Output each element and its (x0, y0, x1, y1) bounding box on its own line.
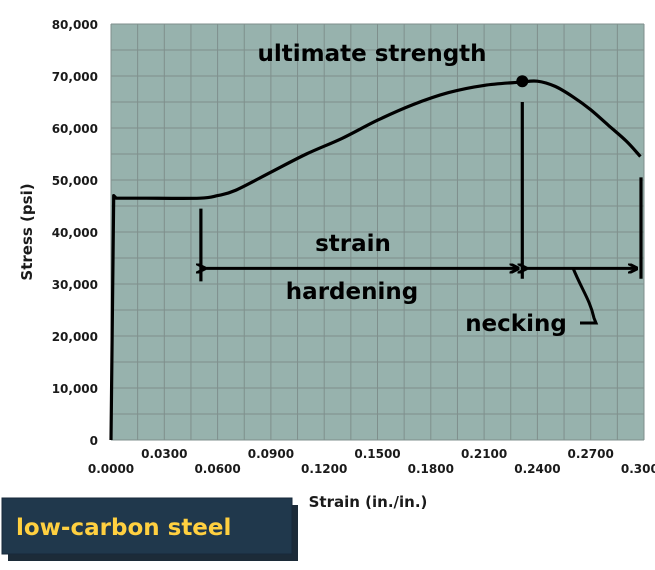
badge-panel (1, 497, 293, 555)
y-tick-label: 70,000 (52, 70, 98, 84)
annotation-hardening: hardening (286, 279, 418, 305)
x-axis-label: Strain (in./in.) (309, 493, 428, 511)
annotation-necking: necking (465, 311, 567, 337)
annotation-strain: strain (315, 231, 391, 257)
x-tick-label: 0.0000 (88, 462, 134, 476)
material-badge: low-carbon steel (1, 497, 298, 561)
stress-strain-curve (109, 79, 642, 441)
y-tick-labels: 0 10,000 20,000 30,000 40,000 50,000 60,000 70,… (52, 18, 98, 448)
annotation-ultimate-strength: ultimate strength (257, 41, 486, 67)
y-tick-label: 40,000 (52, 226, 98, 240)
necking-leader-line (571, 267, 599, 325)
x-tick-label: 0.2100 (461, 447, 507, 461)
y-axis-label: Stress (psi) (18, 183, 36, 280)
grid-lines (110, 23, 645, 441)
x-tick-label: 0.2700 (568, 447, 614, 461)
y-tick-label: 0 (90, 434, 98, 448)
badge-label: low-carbon steel (16, 515, 231, 541)
y-tick-label: 80,000 (52, 18, 98, 32)
y-tick-label: 10,000 (52, 382, 98, 396)
y-tick-label: 60,000 (52, 122, 98, 136)
x-tick-label: 0.2400 (514, 462, 560, 476)
x-tick-label: 0.1800 (408, 462, 454, 476)
x-tick-label: 0.1200 (301, 462, 347, 476)
x-tick-label: 0.0300 (141, 447, 187, 461)
x-tick-label: 0.1500 (354, 447, 400, 461)
y-tick-label: 30,000 (52, 278, 98, 292)
y-tick-label: 50,000 (52, 174, 98, 188)
x-tick-label: 0.0600 (194, 462, 240, 476)
ultimate-strength-point (516, 75, 529, 88)
y-tick-label: 20,000 (52, 330, 98, 344)
x-tick-label: 0.0900 (248, 447, 294, 461)
